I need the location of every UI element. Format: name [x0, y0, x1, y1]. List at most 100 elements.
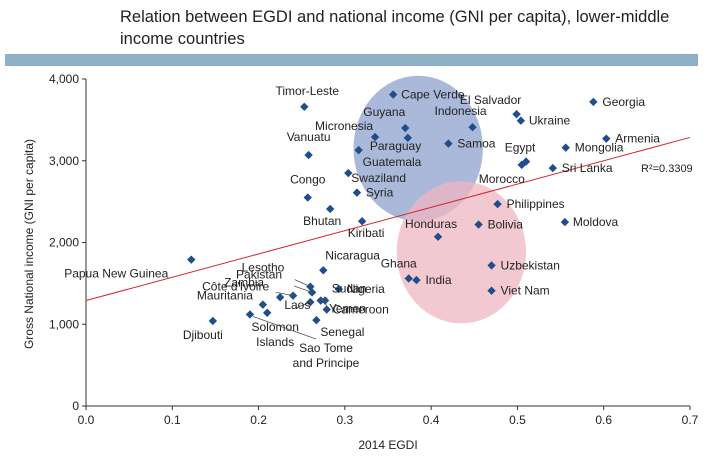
point-label: India — [425, 273, 451, 287]
point-label: Swaziland — [351, 171, 406, 185]
point-label: Sao Tome and Principe — [293, 341, 360, 370]
data-point — [370, 132, 380, 142]
data-point — [404, 274, 413, 283]
point-label: Viet Nam — [501, 284, 550, 298]
data-point — [300, 102, 309, 111]
x-tick-label: 0.1 — [164, 413, 181, 427]
x-tick-label: 0.3 — [337, 413, 354, 427]
point-label: Vanuatu — [287, 130, 331, 144]
point-label: Georgia — [602, 95, 645, 109]
point-label: Senegal — [320, 325, 364, 339]
data-point — [357, 217, 367, 226]
point-label: Nigeria — [347, 282, 385, 296]
point-label: Guatemala — [363, 155, 422, 169]
point-label: Syria — [366, 186, 394, 200]
y-tick-label: 3,000 — [49, 154, 79, 168]
point-label: Samoa — [457, 137, 495, 151]
data-point — [245, 310, 255, 319]
data-point — [303, 193, 312, 202]
point-label: Mongolia — [575, 141, 624, 155]
point-label: Guyana — [363, 105, 405, 119]
y-tick-label: 1,000 — [49, 317, 79, 331]
point-label: Indonesia — [435, 104, 487, 118]
point-label: Philippines — [507, 197, 565, 211]
chart-title: Relation between EGDI and national incom… — [120, 8, 670, 48]
data-point — [468, 123, 477, 132]
data-point — [275, 293, 285, 302]
label-leader-line — [320, 297, 328, 301]
data-point — [319, 266, 328, 275]
data-point — [258, 300, 268, 309]
x-tick-label: 0.6 — [595, 413, 612, 427]
data-point — [561, 143, 570, 152]
data-point — [517, 160, 526, 170]
label-leader-line — [275, 291, 294, 297]
highlight-circle-2 — [396, 181, 527, 324]
data-point — [548, 163, 558, 173]
data-point — [354, 145, 363, 155]
data-point — [512, 109, 521, 119]
point-label: Nicaragua — [325, 248, 380, 262]
label-leader-line — [324, 300, 328, 310]
point-label: Papua New Guinea — [64, 267, 168, 281]
point-label: Uzbekistan — [501, 258, 560, 272]
point-label: Ghana — [381, 256, 417, 270]
y-tick-label: 0 — [72, 399, 79, 413]
data-point — [263, 308, 272, 318]
point-label: Sri Lanka — [562, 161, 613, 175]
data-point — [208, 316, 218, 326]
data-point — [322, 305, 331, 314]
x-tick-label: 0.7 — [682, 413, 699, 427]
label-leader-line — [293, 285, 313, 293]
data-point — [487, 286, 496, 295]
data-point — [602, 134, 611, 143]
point-label: Solomon Islands — [252, 320, 299, 349]
point-label: Yemen — [329, 302, 366, 316]
point-label: Egypt — [505, 141, 536, 155]
data-point — [187, 255, 196, 264]
label-leader-line — [252, 316, 317, 340]
data-point — [433, 232, 443, 241]
y-tick-label: 2,000 — [49, 236, 79, 250]
y-tick-label: 4,000 — [49, 72, 79, 86]
x-tick-label: 0.4 — [423, 413, 440, 427]
data-point — [388, 90, 398, 99]
data-point — [403, 133, 413, 143]
data-point — [312, 315, 321, 325]
point-label: Honduras — [405, 217, 457, 231]
point-label: Micronesia — [315, 119, 373, 133]
point-label: Bhutan — [303, 214, 341, 228]
data-point — [344, 168, 353, 178]
x-axis-label: 2014 EGDI — [358, 438, 417, 452]
data-point — [304, 150, 313, 160]
x-tick-label: 0.2 — [250, 413, 267, 427]
y-axis-label: Gross National income (GNI per capita) — [22, 139, 36, 349]
point-label: El Salvador — [460, 93, 521, 107]
data-point — [487, 261, 496, 270]
data-point — [412, 275, 421, 285]
point-label: Laos — [284, 298, 310, 312]
point-label: Pakistan — [236, 267, 282, 281]
point-label: Moldova — [573, 215, 619, 229]
data-point — [516, 116, 526, 125]
data-point — [474, 220, 483, 229]
point-label: Sudan — [332, 282, 367, 296]
point-label: Lesotho — [242, 261, 285, 275]
point-label: Mauritania — [197, 289, 253, 303]
x-tick-label: 0.0 — [78, 413, 95, 427]
trend-line — [85, 136, 691, 302]
data-point — [325, 204, 335, 214]
data-point — [589, 97, 598, 107]
data-point — [401, 123, 410, 133]
point-label: Cameroon — [333, 303, 389, 317]
point-label: Morocco — [479, 172, 525, 186]
point-label: Côte d'Ivoire — [202, 279, 269, 293]
point-label: Timor-Leste — [276, 84, 340, 98]
label-leader-line — [294, 301, 311, 309]
title-underline-bar — [5, 54, 698, 66]
data-point — [334, 284, 344, 294]
point-label: Bolivia — [488, 218, 524, 232]
x-tick-label: 0.5 — [509, 413, 526, 427]
data-point — [560, 217, 570, 227]
